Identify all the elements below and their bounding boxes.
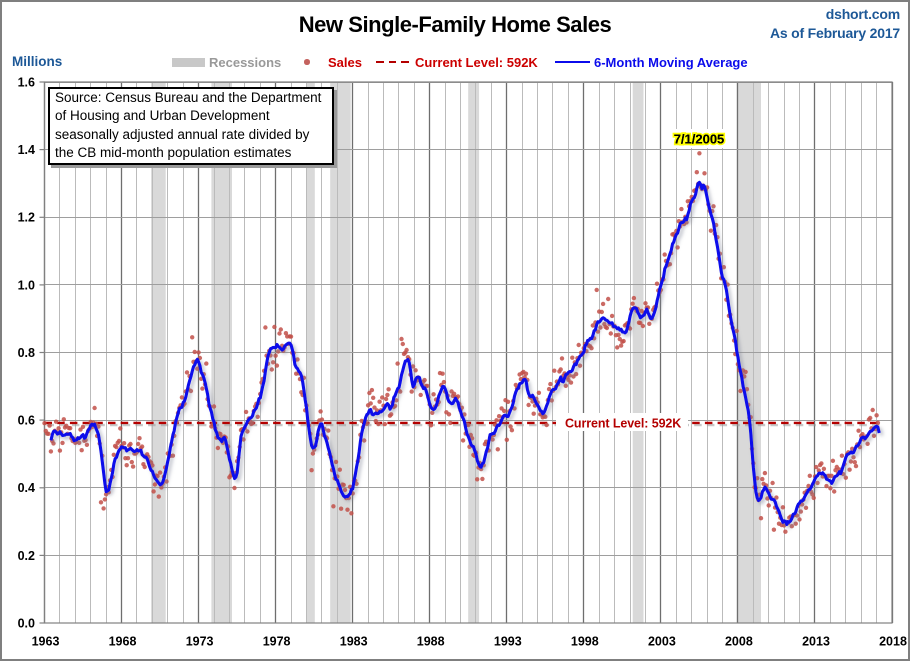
svg-text:1978: 1978 xyxy=(263,634,291,648)
svg-text:2003: 2003 xyxy=(648,634,676,648)
svg-text:1.0: 1.0 xyxy=(18,278,35,292)
svg-text:1998: 1998 xyxy=(571,634,599,648)
svg-text:1.6: 1.6 xyxy=(18,75,35,89)
svg-text:1993: 1993 xyxy=(494,634,522,648)
svg-text:Current Level: 592K: Current Level: 592K xyxy=(565,417,681,431)
svg-text:1.2: 1.2 xyxy=(18,211,35,225)
svg-text:1.4: 1.4 xyxy=(18,143,35,157)
svg-text:7/1/2005: 7/1/2005 xyxy=(674,132,725,147)
svg-text:0.0: 0.0 xyxy=(18,616,35,630)
svg-text:0.4: 0.4 xyxy=(18,481,35,495)
svg-text:0.8: 0.8 xyxy=(18,346,35,360)
svg-text:1988: 1988 xyxy=(417,634,445,648)
svg-text:1983: 1983 xyxy=(340,634,368,648)
svg-text:1963: 1963 xyxy=(32,634,60,648)
svg-text:7/1/2005: 7/1/2005 xyxy=(674,132,725,147)
svg-text:2013: 2013 xyxy=(802,634,830,648)
svg-text:0.6: 0.6 xyxy=(18,414,35,428)
svg-text:0.2: 0.2 xyxy=(18,549,35,563)
svg-text:1973: 1973 xyxy=(186,634,214,648)
svg-text:2018: 2018 xyxy=(879,634,907,648)
svg-text:1968: 1968 xyxy=(109,634,137,648)
svg-text:2008: 2008 xyxy=(725,634,753,648)
